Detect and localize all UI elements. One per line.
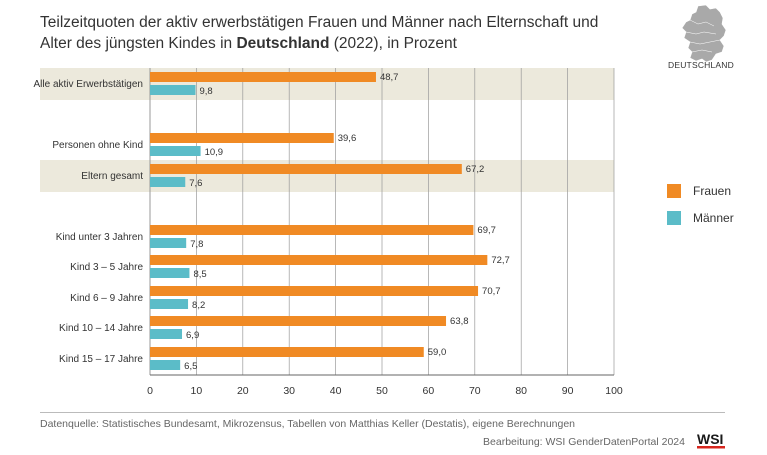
data-label-maenner: 8,2 bbox=[192, 300, 205, 311]
category-label: Kind 6 – 9 Jahre bbox=[70, 293, 143, 304]
bar-chart: 0 10 20 30 40 50 60 70 80 90 100 Alle aktiv Erwerbs… bbox=[34, 68, 623, 397]
legend-label-maenner: Männer bbox=[693, 211, 734, 225]
bar-frauen bbox=[150, 286, 479, 296]
data-label-frauen: 39,6 bbox=[338, 133, 357, 144]
title-text: Teilzeitquoten der aktiv erwerbstätigen … bbox=[40, 14, 599, 52]
x-tick-label: 50 bbox=[376, 385, 388, 397]
svg-text:WSI: WSI bbox=[697, 431, 723, 447]
data-label-maenner: 7,6 bbox=[189, 178, 202, 189]
category-label: Kind 15 – 17 Jahre bbox=[59, 354, 143, 365]
x-tick-label: 40 bbox=[330, 385, 342, 397]
data-label-frauen: 69,7 bbox=[477, 225, 496, 236]
data-label-maenner: 9,8 bbox=[199, 86, 212, 97]
x-tick-label: 70 bbox=[469, 385, 481, 397]
data-label-maenner: 6,9 bbox=[186, 330, 199, 341]
bar-maenner bbox=[150, 85, 196, 95]
data-label-frauen: 59,0 bbox=[428, 347, 447, 358]
title-suffix: (2022), in Prozent bbox=[329, 35, 457, 52]
data-label-maenner: 8,5 bbox=[193, 269, 206, 280]
category-label: Kind 3 – 5 Jahre bbox=[70, 262, 143, 273]
bar-maenner bbox=[150, 177, 186, 187]
bar-maenner bbox=[150, 238, 187, 248]
x-tick-label: 80 bbox=[515, 385, 527, 397]
title-bold: Deutschland bbox=[236, 35, 330, 52]
wsi-logo: WSI bbox=[697, 431, 725, 449]
data-label-frauen: 48,7 bbox=[380, 72, 399, 83]
bar-frauen bbox=[150, 225, 474, 235]
data-label-frauen: 70,7 bbox=[482, 286, 501, 297]
data-label-maenner: 7,8 bbox=[190, 239, 203, 250]
category-label: Alle aktiv Erwerbstätigen bbox=[34, 79, 144, 90]
bar-frauen bbox=[150, 72, 376, 82]
credit-text: Bearbeitung: WSI GenderDatenPortal 2024 bbox=[483, 436, 685, 448]
bar-frauen bbox=[150, 347, 424, 357]
data-source: Datenquelle: Statistisches Bundesamt, Mi… bbox=[40, 418, 576, 430]
data-label-maenner: 6,5 bbox=[184, 361, 197, 372]
x-tick-label: 0 bbox=[147, 385, 153, 397]
data-label-frauen: 63,8 bbox=[450, 316, 469, 327]
x-tick-label: 100 bbox=[605, 385, 623, 397]
x-tick-label: 10 bbox=[191, 385, 203, 397]
chart-title: Teilzeitquoten der aktiv erwerbstätigen … bbox=[40, 12, 600, 54]
legend-maenner: Männer bbox=[667, 211, 734, 225]
legend-frauen: Frauen bbox=[667, 184, 731, 198]
bar-maenner bbox=[150, 146, 201, 156]
legend-label-frauen: Frauen bbox=[693, 184, 732, 198]
category-label: Personen ohne Kind bbox=[52, 140, 143, 151]
bar-frauen bbox=[150, 255, 488, 265]
bar-frauen bbox=[150, 133, 334, 143]
category-label: Kind unter 3 Jahren bbox=[56, 232, 143, 243]
footer-divider bbox=[40, 412, 725, 413]
data-label-frauen: 67,2 bbox=[466, 164, 485, 175]
bar-frauen bbox=[150, 316, 447, 326]
bar-frauen bbox=[150, 164, 462, 174]
category-label: Eltern gesamt bbox=[81, 171, 143, 182]
bar-maenner bbox=[150, 299, 189, 309]
bar-maenner bbox=[150, 268, 190, 278]
bar-maenner bbox=[150, 329, 183, 339]
x-tick-label: 90 bbox=[562, 385, 574, 397]
x-tick-label: 20 bbox=[237, 385, 249, 397]
legend-swatch-maenner bbox=[667, 211, 681, 225]
data-label-maenner: 10,9 bbox=[205, 147, 224, 158]
x-tick-label: 60 bbox=[423, 385, 435, 397]
bar-maenner bbox=[150, 360, 181, 370]
germany-map-icon bbox=[681, 4, 727, 63]
data-label-frauen: 72,7 bbox=[491, 255, 510, 266]
legend-swatch-frauen bbox=[667, 184, 681, 198]
category-label: Kind 10 – 14 Jahre bbox=[59, 323, 143, 334]
map-label: DEUTSCHLAND bbox=[668, 60, 734, 70]
x-tick-label: 30 bbox=[283, 385, 295, 397]
